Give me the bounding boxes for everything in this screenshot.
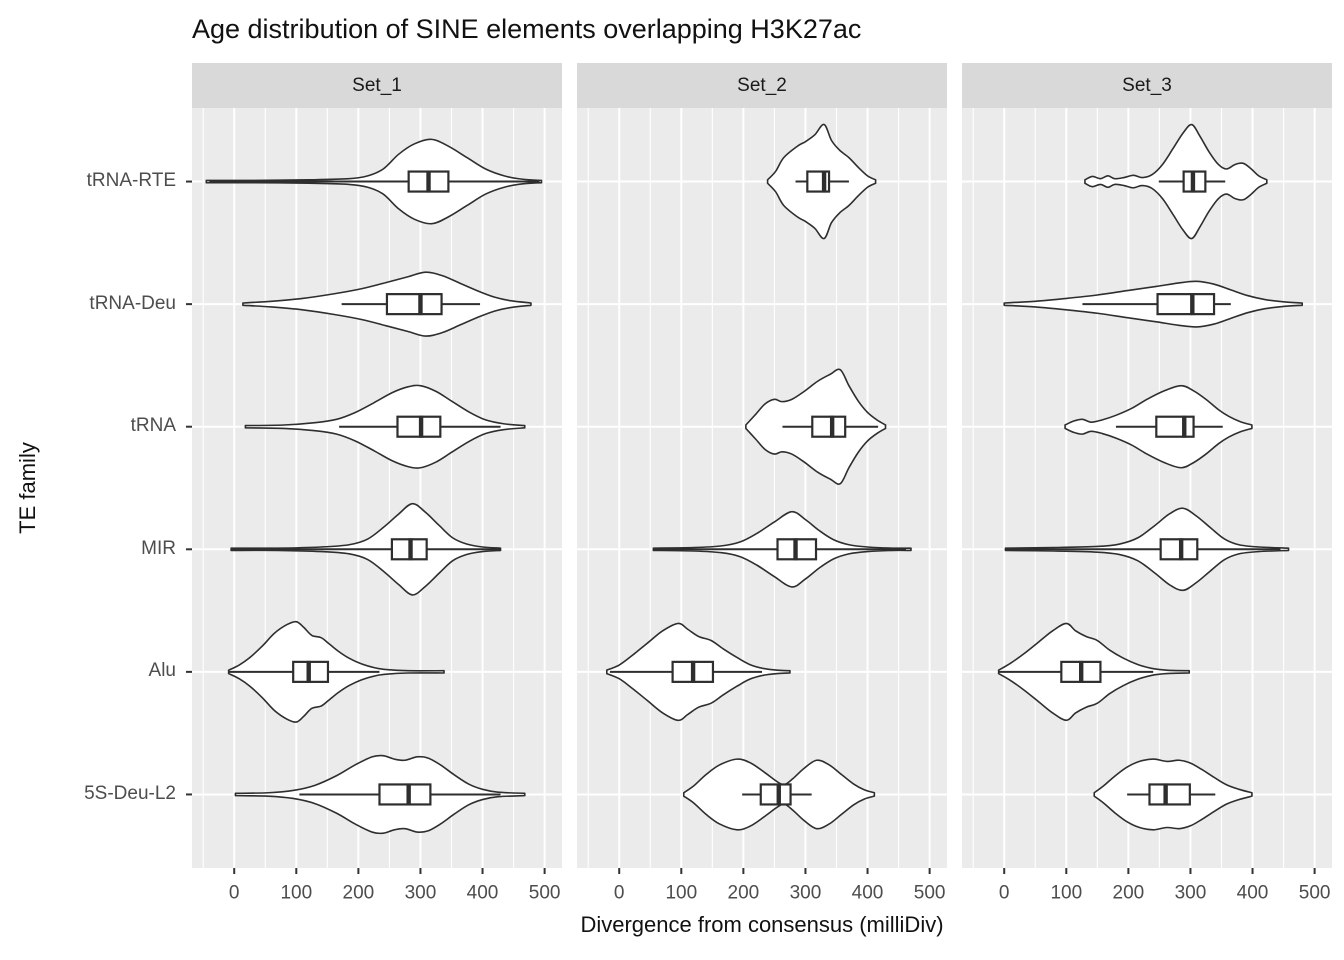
x-tick-label: 300 xyxy=(790,883,822,904)
x-tick-label: 500 xyxy=(1299,883,1331,904)
boxplot-median xyxy=(418,415,424,438)
x-tick-label: 200 xyxy=(343,883,375,904)
boxplot-median xyxy=(1178,538,1184,561)
panel-background xyxy=(192,108,562,868)
x-tick-label: 0 xyxy=(999,883,1010,904)
y-axis-label-trna: tRNA xyxy=(130,415,176,436)
facet-strip-set-1: Set_1 xyxy=(192,63,562,108)
y-axis-label-trna-rte: tRNA-RTE xyxy=(86,170,176,191)
x-tick-label: 500 xyxy=(914,883,946,904)
x-tick-label: 100 xyxy=(1050,883,1082,904)
boxplot-box xyxy=(759,783,792,806)
x-tick-label: 200 xyxy=(728,883,760,904)
boxplot-median xyxy=(426,170,431,193)
boxplot-median xyxy=(1163,783,1168,806)
plot-title: Age distribution of SINE elements overla… xyxy=(192,14,862,44)
boxplot-median xyxy=(829,415,835,438)
boxplot-median xyxy=(1182,415,1187,438)
x-tick-label: 400 xyxy=(467,883,499,904)
x-tick-label: 0 xyxy=(229,883,240,904)
boxplot-box xyxy=(811,415,847,438)
x-tick-label: 400 xyxy=(1237,883,1269,904)
x-tick-label: 300 xyxy=(1175,883,1207,904)
boxplot-median xyxy=(1190,170,1196,193)
boxplot-box xyxy=(1148,783,1191,806)
panel-background xyxy=(577,108,947,868)
boxplot-box xyxy=(378,783,432,806)
x-tick-label: 100 xyxy=(665,883,697,904)
y-axis-title: TE family xyxy=(15,442,40,534)
boxplot-median xyxy=(776,783,781,806)
boxplot-median xyxy=(1190,293,1195,316)
boxplot-median xyxy=(406,783,411,806)
boxplot-median xyxy=(793,538,798,561)
boxplot-box xyxy=(1156,293,1216,316)
y-axis-label-trna-deu: tRNA-Deu xyxy=(89,293,176,314)
y-axis-label-alu: Alu xyxy=(148,660,176,681)
x-tick-label: 400 xyxy=(852,883,884,904)
y-axis-label-5s-deu-l2: 5S-Deu-L2 xyxy=(84,783,176,804)
facet-strip-set-3: Set_3 xyxy=(962,63,1332,108)
boxplot-median xyxy=(821,170,827,193)
x-tick-label: 100 xyxy=(280,883,312,904)
x-tick-label: 500 xyxy=(529,883,561,904)
y-axis-label-mir: MIR xyxy=(141,538,176,559)
facet-strip-set-2: Set_2 xyxy=(577,63,947,108)
x-tick-label: 200 xyxy=(1113,883,1145,904)
boxplot-median xyxy=(690,660,696,683)
x-tick-label: 0 xyxy=(614,883,625,904)
x-axis-title: Divergence from consensus (milliDiv) xyxy=(580,912,944,937)
panel-background xyxy=(962,108,1332,868)
boxplot-box xyxy=(1155,415,1195,438)
boxplot-median xyxy=(1078,660,1084,683)
boxplot-median xyxy=(306,660,311,683)
boxplot-median xyxy=(418,293,423,316)
boxplot-box xyxy=(385,293,443,316)
boxplot-median xyxy=(408,538,413,561)
x-tick-label: 300 xyxy=(405,883,437,904)
